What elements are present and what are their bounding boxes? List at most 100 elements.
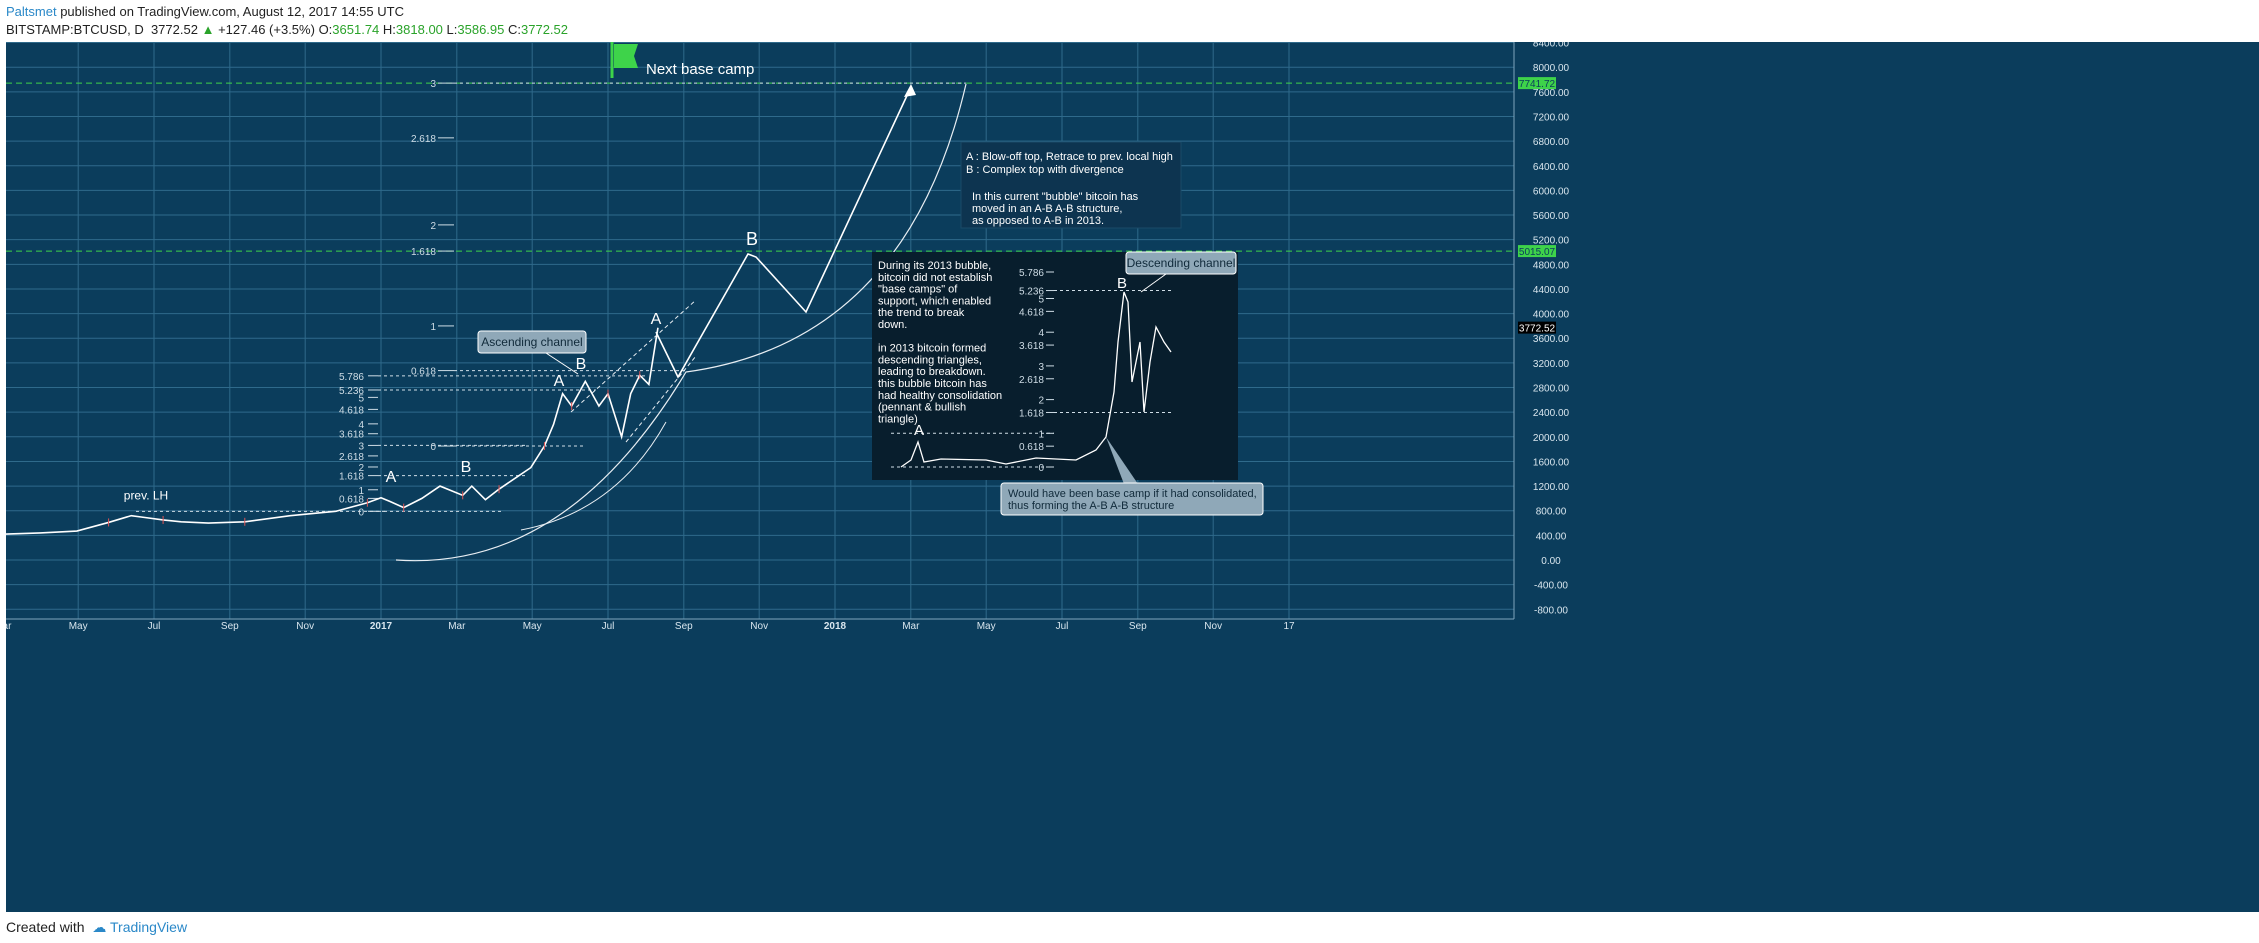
y-tick-label: 1600.00 xyxy=(1533,457,1570,468)
x-tick-label: Mar xyxy=(902,621,920,632)
close-label: C: xyxy=(508,22,522,37)
structure-letter: B xyxy=(746,229,758,249)
close-value: 3772.52 xyxy=(521,22,569,37)
projection-path xyxy=(655,86,912,379)
structure-letter: A xyxy=(914,422,924,439)
chart-canvas[interactable]: 8400.00 8000.00 7600.00 7200.00 6800.00 6400.… xyxy=(6,42,2259,912)
y-tick-label: 7200.00 xyxy=(1533,112,1570,123)
inset-text-line: "base camps" of xyxy=(878,284,958,296)
y-tick-label: 0.00 xyxy=(1541,556,1561,567)
inset-fib-label: 0 xyxy=(1038,463,1044,474)
green-level-label: 5015.07 xyxy=(1519,247,1556,258)
legend-line: as opposed to A-B in 2013. xyxy=(972,215,1104,227)
chart-area[interactable]: 8400.00 8000.00 7600.00 7200.00 6800.00 6400.… xyxy=(6,42,2259,912)
x-tick-label: Jul xyxy=(602,621,615,632)
x-tick-label: 17 xyxy=(1283,621,1295,632)
y-tick-label: 3600.00 xyxy=(1533,334,1570,345)
base-camp-callout-box xyxy=(1000,482,1264,516)
green-level-label: 7741.72 xyxy=(1519,79,1556,90)
structure-letter: B xyxy=(461,459,472,476)
fib-level-label: 0 xyxy=(430,442,436,453)
symbol-label: BITSTAMP:BTCUSD, D xyxy=(6,22,144,37)
inset-text-line: had healthy consolidation xyxy=(878,390,1002,402)
x-tick-label: May xyxy=(523,621,542,632)
open-label: O: xyxy=(318,22,333,37)
ascending-channel-lower xyxy=(625,355,697,443)
created-with-label: Created with xyxy=(6,919,85,935)
last-price: 3772.52 xyxy=(150,22,198,37)
x-tick-label: Mar xyxy=(6,621,12,632)
x-tick-label: 2018 xyxy=(824,621,847,632)
y-tick-label: 4400.00 xyxy=(1533,285,1570,296)
fib-level-label: 0.618 xyxy=(411,367,436,378)
x-tick-label: Jul xyxy=(148,621,161,632)
low-value: 3586.95 xyxy=(457,22,505,37)
fib-level-label: 2.618 xyxy=(411,134,436,145)
fib-level-label: 1.618 xyxy=(339,472,364,483)
structure-letter: A xyxy=(554,373,565,390)
x-tick-label: Sep xyxy=(675,621,693,632)
tradingview-logo-icon: ☁ xyxy=(92,919,107,935)
y-tick-label: 1200.00 xyxy=(1533,482,1570,493)
inset-text-line: (pennant & bullish xyxy=(878,402,966,414)
tradingview-link[interactable]: TradingView xyxy=(110,919,188,935)
fib-level-label: 2 xyxy=(358,463,364,474)
fib-level-label: 2.618 xyxy=(339,452,364,463)
structure-letter: A xyxy=(386,469,397,486)
legend-box xyxy=(960,141,1182,229)
x-tick-label: Sep xyxy=(1129,621,1147,632)
y-tick-label: -800.00 xyxy=(1534,605,1568,616)
inset-fib-label: 4.618 xyxy=(1019,307,1044,318)
next-base-camp-label: Next base camp xyxy=(646,61,754,78)
inset-text-line: descending triangles, xyxy=(878,354,982,366)
inset-fib-label: 2.618 xyxy=(1019,375,1044,386)
ascending-channel-box xyxy=(477,330,587,354)
inset-fib-label: 3 xyxy=(1038,362,1044,373)
y-tick-label: 2800.00 xyxy=(1533,384,1570,395)
inset-fib-label: 1 xyxy=(1038,429,1044,440)
projection-arrowhead xyxy=(904,84,916,97)
fib-level-label: 1.618 xyxy=(411,247,436,258)
inset-fib-label: 3.618 xyxy=(1019,341,1044,352)
x-tick-label: Mar xyxy=(448,621,466,632)
callout-pointer xyxy=(545,352,579,375)
inset-text-line: During its 2013 bubble, xyxy=(878,260,991,272)
fib-level-label: 0 xyxy=(358,507,364,518)
fib-level-label: 0.618 xyxy=(339,494,364,505)
x-tick-label: Jul xyxy=(1056,621,1069,632)
structure-letter: B xyxy=(576,356,587,373)
support-curve xyxy=(520,421,667,531)
x-tick-label: Nov xyxy=(296,621,314,632)
base-camp-callout-line: Would have been base camp if it had cons… xyxy=(1008,488,1257,500)
fib-level-label: 5.236 xyxy=(339,386,364,397)
y-tick-label: 5600.00 xyxy=(1533,211,1570,222)
y-tick-label: 2400.00 xyxy=(1533,408,1570,419)
inset-fib-label: 1.618 xyxy=(1019,408,1044,419)
fib-level-label: 4 xyxy=(358,420,364,431)
base-camp-callout-line: thus forming the A-B A-B structure xyxy=(1008,500,1174,512)
descending-channel-label: Descending channel xyxy=(1127,256,1236,270)
author-link[interactable]: Paltsmet xyxy=(6,4,57,19)
inset-fib-label: 5.786 xyxy=(1019,268,1044,279)
inset-fib-label: 0.618 xyxy=(1019,442,1044,453)
created-with: Created with ☁ TradingView xyxy=(6,919,187,936)
x-tick-label: May xyxy=(977,621,996,632)
y-tick-label: 6800.00 xyxy=(1533,137,1570,148)
fib-level-label: 5.786 xyxy=(339,372,364,383)
inset-text-line: this bubble bitcoin has xyxy=(878,378,987,390)
structure-letter: A xyxy=(651,311,662,328)
high-value: 3818.00 xyxy=(395,22,443,37)
last-price-tag xyxy=(1518,321,1556,334)
chart-header: Paltsmet published on TradingView.com, A… xyxy=(0,0,2259,42)
fib-level-label: 1 xyxy=(358,486,364,497)
x-tick-label: 2017 xyxy=(370,621,393,632)
inset-fib-label: 5.236 xyxy=(1019,287,1044,298)
inset-text-line: bitcoin did not establish xyxy=(878,272,992,284)
last-price-tag-label: 3772.52 xyxy=(1519,324,1556,335)
y-tick-label: 800.00 xyxy=(1536,507,1567,518)
fib-level-label: 4.618 xyxy=(339,405,364,416)
y-tick-label: 8400.00 xyxy=(1533,42,1570,50)
flag-icon xyxy=(614,44,638,68)
fib-level-label: 3 xyxy=(430,79,436,90)
y-tick-label: 6000.00 xyxy=(1533,186,1570,197)
